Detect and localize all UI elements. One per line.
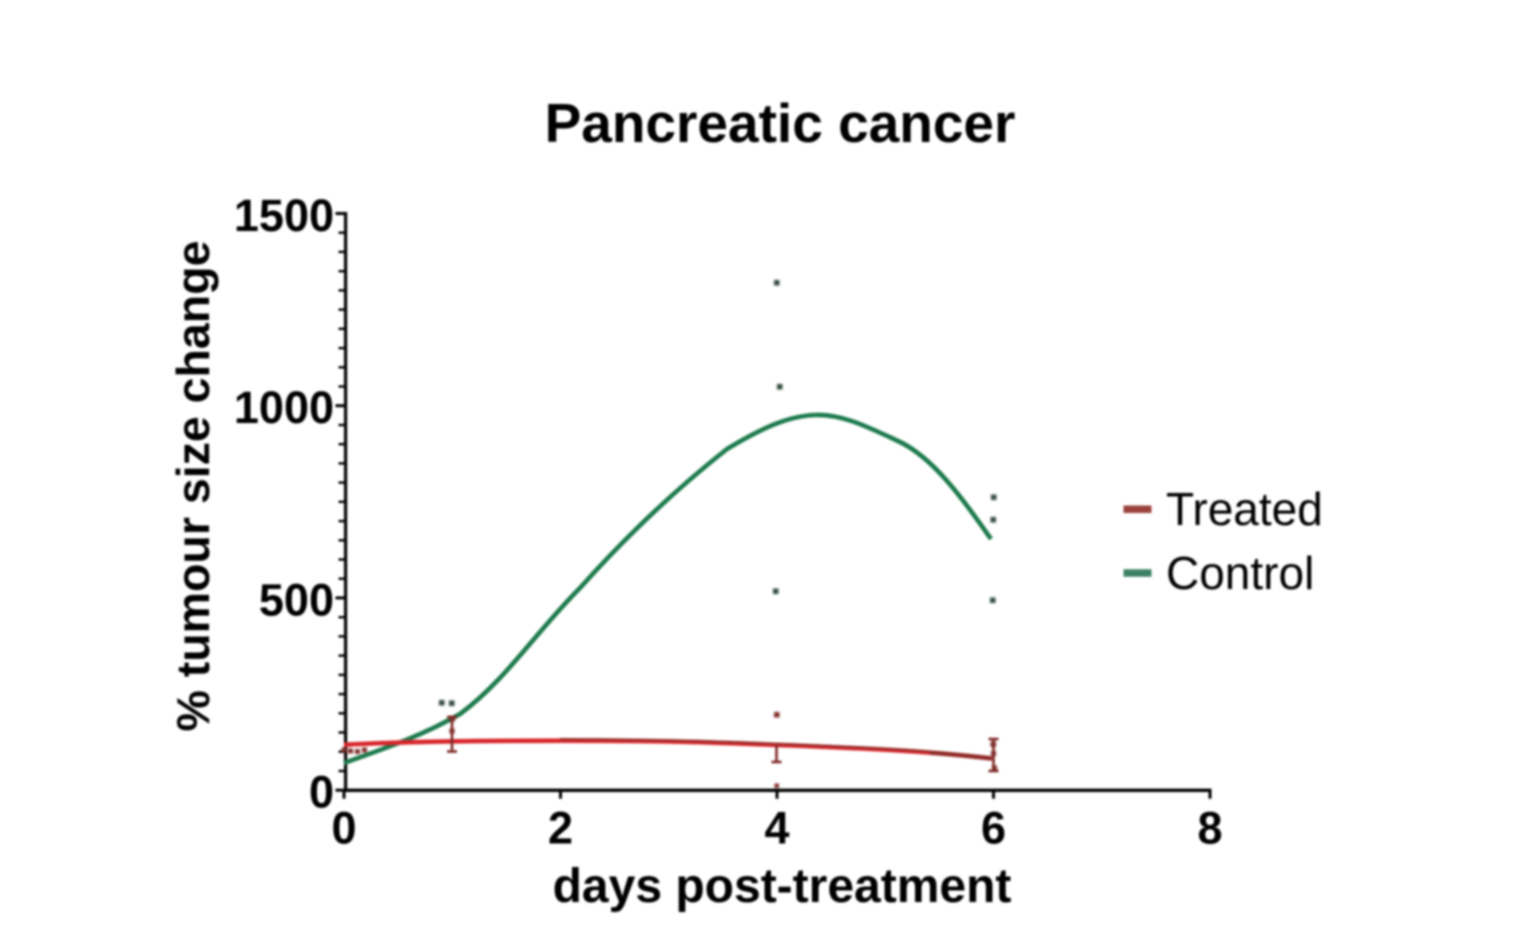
svg-text:1500: 1500 bbox=[234, 190, 334, 241]
svg-text:6: 6 bbox=[981, 803, 1006, 854]
svg-text:4: 4 bbox=[764, 803, 789, 854]
svg-text:% tumour size change: % tumour size change bbox=[167, 241, 219, 732]
svg-text:Treated: Treated bbox=[1166, 483, 1323, 535]
svg-text:Control: Control bbox=[1166, 547, 1314, 599]
svg-text:0: 0 bbox=[331, 803, 356, 854]
svg-text:500: 500 bbox=[259, 575, 334, 626]
svg-text:Pancreatic cancer: Pancreatic cancer bbox=[545, 92, 1016, 154]
svg-text:days post-treatment: days post-treatment bbox=[553, 860, 1012, 913]
svg-text:8: 8 bbox=[1197, 803, 1222, 854]
svg-text:1000: 1000 bbox=[234, 382, 334, 433]
svg-text:2: 2 bbox=[548, 803, 573, 854]
svg-text:0: 0 bbox=[309, 767, 334, 818]
